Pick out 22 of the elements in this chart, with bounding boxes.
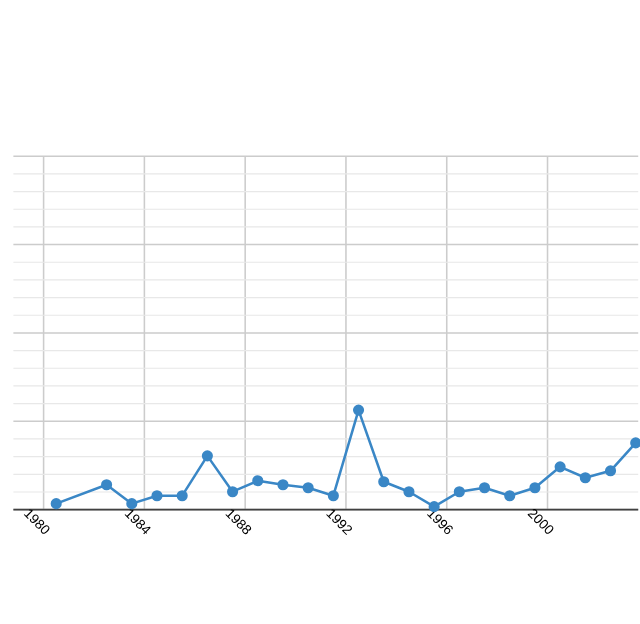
point [378, 475, 390, 487]
point [101, 478, 113, 490]
point [352, 404, 365, 416]
point [201, 449, 213, 462]
point [529, 481, 541, 493]
point [227, 485, 239, 497]
point [302, 481, 314, 493]
point [504, 489, 516, 501]
point [50, 497, 62, 509]
point [453, 485, 465, 497]
point [126, 497, 138, 509]
point [428, 500, 440, 512]
point [151, 489, 163, 501]
point [403, 485, 415, 497]
point [277, 478, 289, 490]
point [327, 489, 339, 501]
point [252, 474, 264, 486]
point [554, 460, 566, 472]
point [579, 471, 591, 483]
point [176, 489, 188, 501]
point [478, 481, 491, 493]
point [604, 464, 617, 476]
